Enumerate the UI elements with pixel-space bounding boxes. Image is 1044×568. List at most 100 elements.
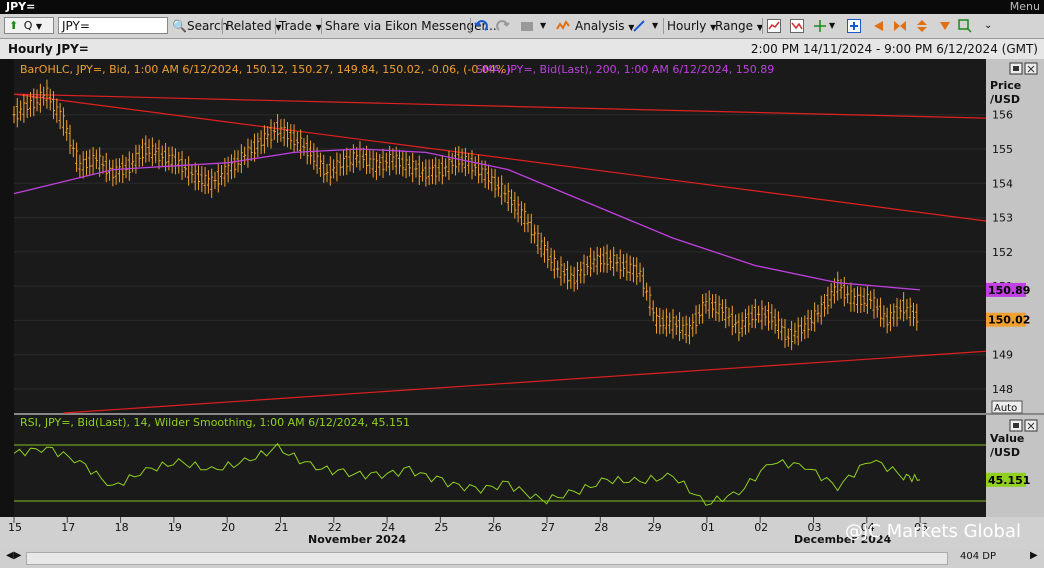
zoom-y-icon[interactable] [915,19,929,33]
chevron-down-icon[interactable]: ▼ [540,21,547,30]
q-button[interactable]: ⬆ Q ▼ [4,17,54,34]
sma-line [13,148,921,291]
chevron-down-icon: ▼ [756,23,764,32]
chart-type-icon[interactable] [767,19,781,33]
panel-buttons-price [1009,62,1038,75]
analysis-button[interactable]: Analysis ▼ [575,17,634,35]
ric-input[interactable]: JPY= [58,17,168,34]
rsi-line [13,442,921,506]
date-range: 2:00 PM 14/11/2024 - 9:00 PM 6/12/2024 (… [750,42,1038,56]
x-tick-label: 27 [541,521,555,534]
chevron-down-icon[interactable]: ▼ [829,21,836,30]
x-tick-label: 26 [488,521,502,534]
search-button[interactable]: 🔍Search [172,17,228,35]
scroll-down-icon[interactable] [938,19,952,33]
chart-title: Hourly JPY= [8,42,89,56]
range-label: Range [715,19,754,33]
x-tick-label: 25 [434,521,448,534]
scroll-left-icon[interactable]: ◀▶ [6,550,22,561]
x-tick-label: 18 [115,521,129,534]
scrollbar[interactable]: ◀▶ 404 DP ▶ [0,548,1044,568]
layout-icon[interactable] [520,19,534,33]
month-label-december: December 2024 [794,533,892,546]
menu-button[interactable]: Menu [1009,0,1040,13]
chevron-down-icon: ▼ [35,22,43,31]
price-tick-label: 148 [992,383,1013,396]
crosshair-icon[interactable] [813,19,827,33]
panel-buttons-rsi [1009,419,1038,432]
hourly-label: Hourly [667,19,707,33]
price-tick-label: 153 [992,212,1013,225]
draw-line-icon[interactable] [632,19,646,33]
x-tick-label: 22 [328,521,342,534]
x-tick-label: 29 [648,521,662,534]
chart-header: Hourly JPY= 2:00 PM 14/11/2024 - 9:00 PM… [0,39,1044,59]
trendline[interactable] [13,93,987,222]
price-auto-button[interactable] [991,400,1023,414]
maximize-panel-glyph [1013,423,1019,428]
price-panel[interactable] [14,59,986,413]
window-title: JPY= [6,0,36,13]
watermark-text: @JC Markets Global [845,521,1021,542]
x-tick-label: 02 [754,521,768,534]
trade-button[interactable]: Trade ▼ [279,17,322,35]
x-tick-label: 01 [701,521,715,534]
trade-label: Trade [279,19,312,33]
x-tick-label: 15 [8,521,22,534]
related-button[interactable]: Related ▼ [226,17,282,35]
rsi-axis-unit: /USD [990,446,1020,459]
expand-icon[interactable]: ▶ [1030,550,1038,561]
x-tick-label: 19 [168,521,182,534]
sma-value-tag: 150.89 [988,284,1030,297]
search-icon: 🔍 [172,19,187,33]
sma-value-tag-bg [986,282,1026,297]
close-panel-glyph [1027,65,1035,73]
related-label: Related [226,19,272,33]
q-label: Q [23,19,33,32]
more-chevron-icon[interactable]: ⌄ [984,20,993,31]
zoom-x-icon[interactable] [893,19,907,33]
trendline[interactable] [63,350,987,414]
redo-icon[interactable] [496,19,510,33]
close-panel-glyph [1027,422,1035,430]
share-button[interactable]: Share via Eikon Messenger... [325,19,497,33]
scroll-left-icon[interactable] [871,19,885,33]
chart-area[interactable]: BarOHLC, JPY=, Bid, 1:00 AM 6/12/2024, 1… [0,59,1044,548]
last-price-tag-bg [986,312,1026,327]
price-axis-title: Price [990,79,1021,92]
chevron-down-icon: ▼ [628,23,635,32]
select-icon[interactable] [958,19,972,33]
range-dropdown[interactable]: Range ▼ [715,17,763,35]
price-tick-label: 155 [992,143,1013,156]
interval-dropdown[interactable]: Hourly ▼ [667,17,716,35]
chevron-down-icon[interactable]: ▼ [652,21,659,30]
chevron-down-icon: ▼ [315,23,322,32]
dp-count: 404 DP [960,551,996,562]
x-tick-label: 17 [61,521,75,534]
month-label-november: November 2024 [308,533,406,546]
chevron-down-icon: ▼ [275,23,282,32]
toolbar: ⬆ Q ▼ JPY= 🔍Search Related ▼ Trade ▼ Sha… [0,14,1044,39]
scroll-track[interactable] [26,552,948,565]
last-price-tag: 150.02 [988,314,1030,327]
price-tick-label: 156 [992,109,1013,122]
rsi-axis-title: Value [990,432,1024,445]
x-tick-label: 20 [221,521,235,534]
x-tick-label: 03 [808,521,822,534]
search-label: Search [186,19,229,33]
sma-legend: SMA, JPY=, Bid(Last), 200, 1:00 AM 6/12/… [476,63,774,76]
rsi-panel[interactable] [14,415,986,517]
ohlc-legend: BarOHLC, JPY=, Bid, 1:00 AM 6/12/2024, 1… [20,63,511,76]
rsi-value-tag: 45.151 [988,474,1030,487]
maximize-panel-glyph [1013,66,1019,71]
undo-icon[interactable] [474,19,488,33]
add-window-icon[interactable] [847,19,861,33]
up-arrow-icon: ⬆ [9,19,19,32]
compare-icon[interactable] [790,19,804,33]
trendline[interactable] [13,93,987,119]
chevron-down-icon: ▼ [710,23,717,32]
x-tick-label: 04 [861,521,875,534]
price-axis-unit: /USD [990,93,1020,106]
analysis-icon [556,20,570,30]
price-auto-label: Auto [994,403,1017,414]
